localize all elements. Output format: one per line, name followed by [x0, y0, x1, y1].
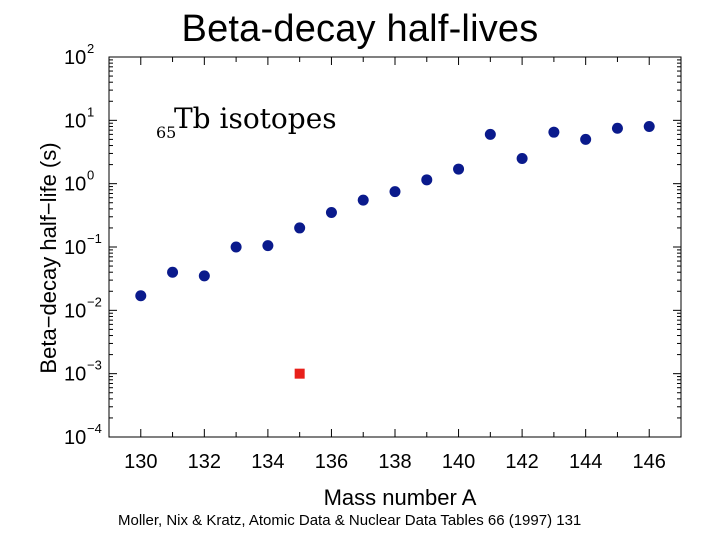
- data-point: [262, 240, 274, 252]
- data-point: [453, 163, 465, 175]
- data-point: [198, 270, 210, 282]
- axis-ticks: [108, 56, 682, 438]
- data-point: [167, 266, 179, 278]
- x-tick-label: 146: [633, 451, 666, 473]
- x-tick-label: 132: [188, 451, 221, 473]
- y-tick-label: 10 0: [64, 168, 94, 196]
- x-tick-label: 144: [569, 451, 602, 473]
- y-tick-base: 10: [64, 174, 86, 196]
- x-tick-label: 134: [251, 451, 284, 473]
- y-tick-base: 10: [64, 300, 86, 322]
- y-tick-label: 10 −2: [64, 294, 102, 322]
- x-axis-label: Mass number A: [324, 485, 477, 510]
- x-tick-label: 140: [442, 451, 475, 473]
- annotation-subscript: 65: [156, 123, 176, 142]
- x-tick-labels: 130 132 134 136 138 140 142 144 146: [124, 451, 666, 473]
- y-axis-label: Beta−decay half−life (s): [36, 142, 61, 373]
- y-tick-exponent: 1: [87, 104, 94, 119]
- x-tick-label: 136: [315, 451, 348, 473]
- data-point: [484, 128, 496, 140]
- y-tick-exponent: −2: [87, 294, 102, 309]
- y-tick-base: 10: [64, 427, 86, 449]
- data-point: [548, 126, 560, 138]
- y-tick-label: 10 1: [64, 104, 94, 132]
- data-point: [516, 152, 528, 164]
- data-point: [643, 120, 655, 132]
- y-tick-exponent: 0: [87, 168, 94, 183]
- x-tick-label: 130: [124, 451, 157, 473]
- slide-title: Beta-decay half-lives: [181, 8, 539, 50]
- y-tick-exponent: 2: [87, 41, 94, 56]
- x-tick-label: 138: [378, 451, 411, 473]
- data-points: [135, 120, 655, 379]
- y-tick-base: 10: [64, 110, 86, 132]
- data-point: [389, 186, 401, 198]
- citation-text: Moller, Nix & Kratz, Atomic Data & Nucle…: [118, 512, 582, 529]
- y-tick-base: 10: [64, 47, 86, 69]
- data-point: [357, 194, 369, 206]
- data-point: [421, 174, 433, 186]
- y-tick-label: 10 −3: [64, 358, 102, 386]
- y-tick-base: 10: [64, 364, 86, 386]
- data-point-square: [294, 368, 305, 379]
- y-tick-exponent: −1: [87, 231, 102, 246]
- y-tick-exponent: −4: [87, 421, 102, 436]
- data-point: [580, 133, 592, 145]
- y-tick-base: 10: [64, 237, 86, 259]
- y-tick-exponent: −3: [87, 358, 102, 373]
- data-point: [611, 122, 623, 134]
- x-tick-label: 142: [505, 451, 538, 473]
- data-point: [135, 290, 147, 302]
- y-tick-label: 10 −1: [64, 231, 102, 259]
- data-point: [230, 241, 242, 253]
- data-point: [294, 222, 306, 234]
- annotation-text: Tb isotopes: [174, 102, 337, 135]
- y-tick-label: 10 2: [64, 41, 94, 69]
- y-tick-label: 10 −4: [64, 421, 102, 449]
- data-point: [325, 207, 337, 219]
